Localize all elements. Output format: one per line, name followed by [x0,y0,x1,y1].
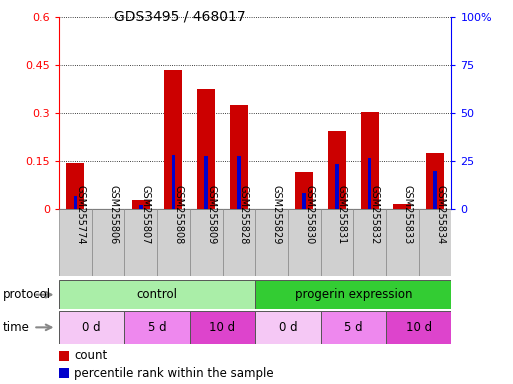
Bar [204,156,208,209]
Text: GSM255829: GSM255829 [271,185,282,244]
Bar [255,209,288,276]
Bar [419,209,451,276]
Bar [124,311,190,344]
Bar [295,172,313,209]
Bar [157,209,190,276]
Text: 10 d: 10 d [406,321,432,334]
Bar [288,209,321,276]
Text: control: control [136,288,177,301]
Bar [303,193,306,209]
Bar [66,163,84,209]
Bar [255,280,451,309]
Bar [92,209,125,276]
Text: percentile rank within the sample: percentile rank within the sample [74,367,274,380]
Bar [386,311,451,344]
Bar [165,70,183,209]
Bar [190,209,223,276]
Text: GSM255774: GSM255774 [75,185,85,244]
Bar [59,280,255,309]
Bar [353,209,386,276]
Text: GSM255809: GSM255809 [206,185,216,244]
Text: protocol: protocol [3,288,51,301]
Bar [124,209,157,276]
Bar [426,153,444,209]
Bar [73,196,77,209]
Text: GSM255830: GSM255830 [304,185,314,244]
Text: 5 d: 5 d [344,321,363,334]
Bar [321,311,386,344]
Bar [197,89,215,209]
Bar [393,204,411,209]
Bar [190,311,255,344]
Bar [59,311,124,344]
Text: GSM255806: GSM255806 [108,185,118,244]
Bar [223,209,255,276]
Text: 10 d: 10 d [209,321,235,334]
Text: GSM255807: GSM255807 [141,185,151,244]
Text: GSM255808: GSM255808 [173,185,184,244]
Text: 0 d: 0 d [83,321,101,334]
Bar [255,311,321,344]
Bar [433,171,437,209]
Bar [59,209,92,276]
Text: 5 d: 5 d [148,321,166,334]
Bar [328,131,346,209]
Text: count: count [74,349,108,362]
Bar [172,155,175,209]
Text: GDS3495 / 468017: GDS3495 / 468017 [114,10,245,23]
Text: 0 d: 0 d [279,321,297,334]
Bar [230,105,248,209]
Bar [132,200,150,209]
Bar [139,205,143,209]
Bar [321,209,353,276]
Bar [361,112,379,209]
Text: GSM255832: GSM255832 [370,185,380,244]
Bar [59,351,69,361]
Text: progerin expression: progerin expression [294,288,412,301]
Bar [386,209,419,276]
Bar [59,368,69,379]
Text: GSM255831: GSM255831 [337,185,347,244]
Text: GSM255828: GSM255828 [239,185,249,244]
Bar [335,164,339,209]
Text: time: time [3,321,29,334]
Bar [237,157,241,209]
Bar [368,159,371,209]
Text: GSM255833: GSM255833 [402,185,412,244]
Text: GSM255834: GSM255834 [435,185,445,244]
